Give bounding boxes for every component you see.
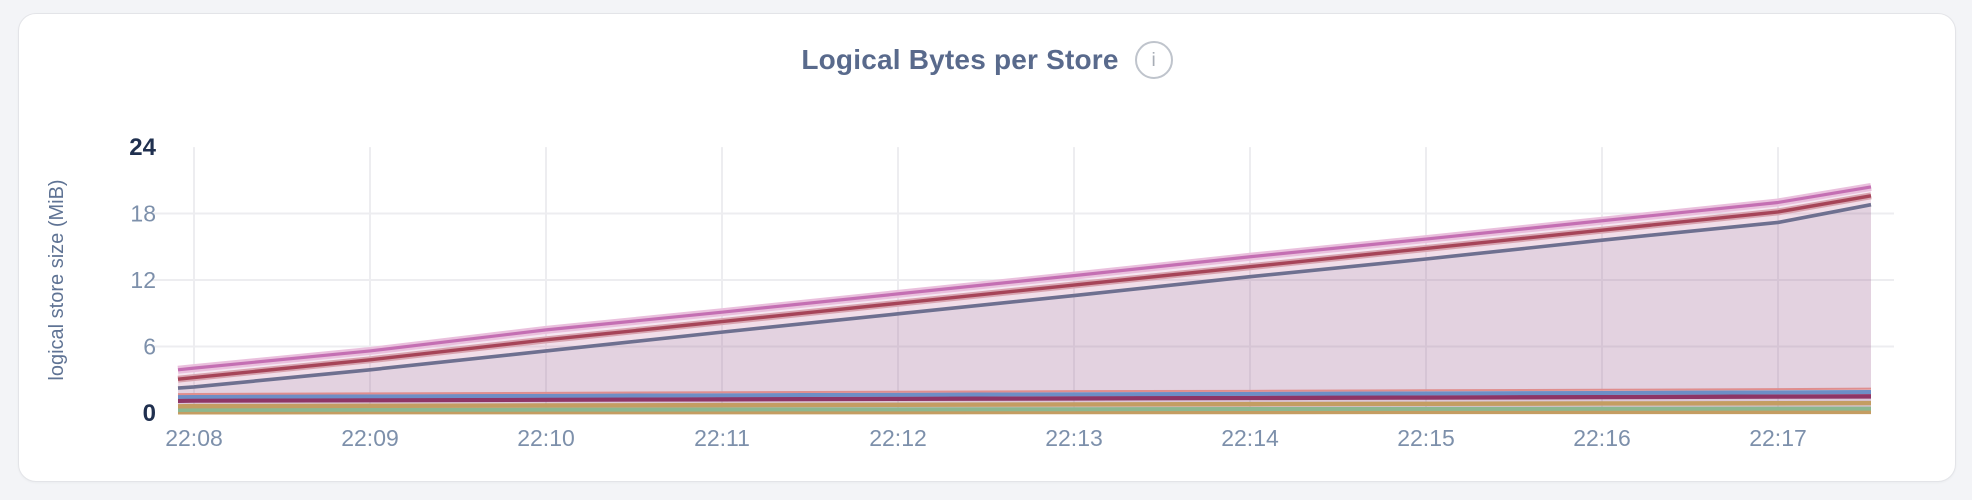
x-tick-label: 22:14: [1221, 425, 1279, 451]
chart-title: Logical Bytes per Store: [801, 44, 1119, 75]
chart-area[interactable]: 0 6 12 18 24 22:08 22:09 22:10 22:11 22:12 22:13 22…: [19, 14, 1955, 481]
y-tick-label: 12: [130, 267, 156, 293]
series-2-crimson-line: [177, 194, 1872, 381]
x-tick-label: 22:12: [869, 425, 927, 451]
x-tick-label: 22:16: [1573, 425, 1631, 451]
x-tick-label: 22:17: [1749, 425, 1807, 451]
chart-card: Logical Bytes per Store i 0 6 12 18 24 22:08 2…: [18, 13, 1956, 482]
x-tick-label: 22:09: [341, 425, 399, 451]
series-2-crimson-fill: [178, 195, 1871, 413]
series-3-slate-line: [177, 202, 1872, 390]
y-tick-label: 0: [143, 400, 156, 427]
y-tick-label: 24: [129, 134, 156, 161]
series-7-tan-line: [177, 400, 1872, 409]
info-icon[interactable]: i: [1134, 41, 1173, 79]
series-4-salmon-line: [177, 387, 1872, 396]
chart-header: Logical Bytes per Store i: [19, 38, 1955, 82]
y-tick-label: 18: [130, 201, 156, 227]
x-tick-label: 22:11: [694, 425, 750, 451]
y-tick-label: 6: [143, 334, 156, 360]
series-8-green-line: [177, 406, 1872, 413]
series-1-orchid-line: [177, 185, 1872, 372]
series-6-magenta-line: [177, 394, 1872, 404]
x-tick-label: 22:10: [517, 425, 575, 451]
info-icon-glyph: i: [1151, 49, 1156, 71]
series-5-blue-line: [177, 389, 1872, 399]
x-tick-label: 22:15: [1397, 425, 1455, 451]
y-axis-title: logical store size (MiB): [46, 179, 68, 380]
x-tick-label: 22:13: [1045, 425, 1103, 451]
x-tick-label: 22:08: [165, 425, 223, 451]
